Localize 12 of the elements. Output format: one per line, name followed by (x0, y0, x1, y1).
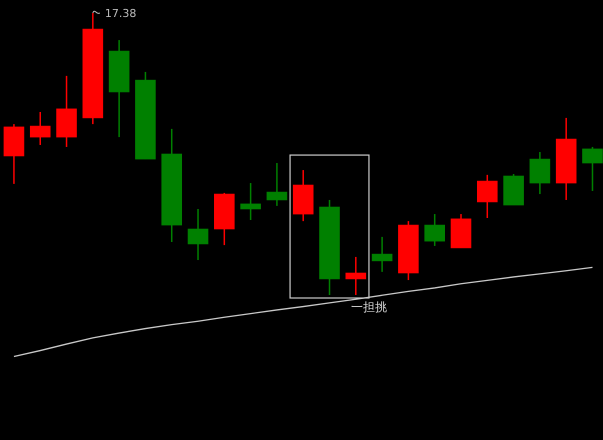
candlestick (240, 182, 261, 221)
candlestick (346, 256, 366, 296)
candlestick (188, 208, 208, 261)
annotation: 17.38 (104, 7, 136, 20)
candlestick (530, 151, 550, 195)
candlestick (372, 236, 392, 273)
text: 一担挑 (350, 300, 387, 314)
candlestick (266, 162, 288, 207)
candlestick (582, 146, 603, 192)
candlestick (30, 111, 51, 146)
candlestick (477, 174, 498, 219)
candlestick (424, 213, 445, 247)
